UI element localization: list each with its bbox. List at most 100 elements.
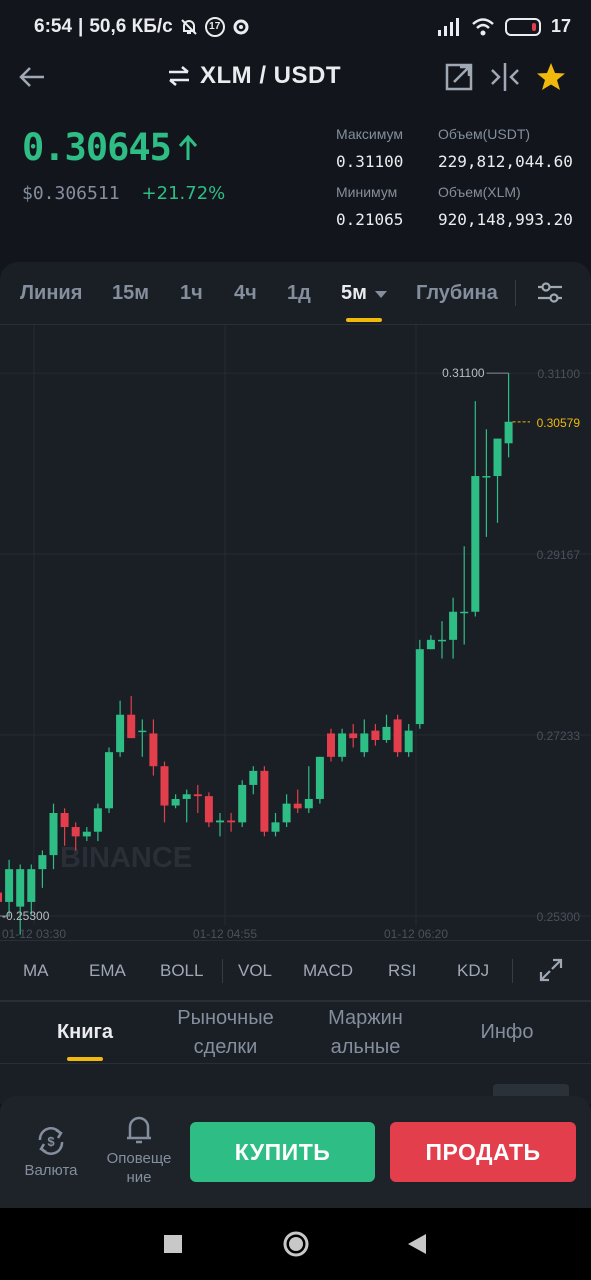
high-marker-label: 0.31100	[442, 366, 485, 380]
indicator-kdj[interactable]: KDJ	[457, 961, 490, 980]
candle-body-24	[260, 770, 269, 832]
stat-volume-quote: Объем(USDT) 229,812,044.60	[438, 126, 573, 171]
candle-body-4	[38, 855, 47, 870]
candle-body-32	[349, 733, 358, 739]
alerts-label-line2: ние	[126, 1169, 152, 1186]
y-tick-label-1: 0.29167	[537, 548, 581, 562]
share-icon[interactable]	[442, 60, 476, 94]
candle-body-16	[171, 798, 180, 806]
candle-body-37	[404, 730, 413, 753]
indicator-ema[interactable]: EMA	[89, 961, 126, 980]
wifi-icon	[472, 17, 494, 35]
tf-1h[interactable]: 1ч	[180, 282, 203, 304]
candle-body-0	[0, 892, 2, 902]
tab-margin-line1: Маржин	[328, 1007, 403, 1029]
back-triangle-icon[interactable]	[404, 1230, 428, 1258]
stat-volume-quote-value: 229,812,044.60	[438, 152, 573, 171]
chart-watermark: BINANCE	[60, 842, 192, 874]
candle-body-44	[482, 476, 491, 478]
system-nav-bar	[0, 1208, 591, 1280]
candle-body-1	[5, 869, 14, 902]
y-tick-label-0: 0.31100	[538, 367, 581, 381]
compare-icon[interactable]	[488, 60, 522, 94]
timeframe-bar: Линия 15м 1ч 4ч 1д 5м Глубина	[0, 262, 591, 324]
candle-body-17	[182, 794, 191, 799]
sell-button[interactable]: ПРОДАТЬ	[390, 1122, 576, 1182]
indicator-separator-2	[512, 959, 513, 983]
candle-body-35	[382, 726, 391, 740]
notification-count-icon: 17	[204, 17, 225, 37]
tf-depth[interactable]: Глубина	[416, 282, 498, 304]
indicator-boll[interactable]: BOLL	[160, 961, 204, 980]
candle-body-33	[360, 733, 369, 753]
tf-4h[interactable]: 4ч	[234, 282, 257, 304]
buy-button[interactable]: КУПИТЬ	[190, 1122, 375, 1182]
tf-5m-dropdown[interactable]: 5м	[341, 282, 388, 305]
tab-margin-line2: альные	[330, 1036, 401, 1058]
pair-name: XLM / USDT	[200, 62, 341, 89]
stat-high: Максимум 0.31100	[336, 126, 403, 171]
recents-square-icon[interactable]	[162, 1230, 184, 1258]
currency-exchange-icon: $	[38, 1127, 64, 1155]
candle-body-40	[438, 639, 446, 642]
tab-market-trades-line1: Рыночные	[177, 1007, 274, 1029]
battery-level: 17	[550, 16, 571, 36]
price-sub-row: $0.306511 +21.72%	[22, 183, 322, 204]
candle-body-23	[249, 770, 258, 785]
candle-body-38	[415, 649, 424, 725]
last-price-value: 0.30645	[22, 126, 172, 169]
tf-active-indicator	[346, 318, 382, 322]
candlestick-chart[interactable]: BINANCE 0.31100 0.29167 0.27233 0.25300 01-1…	[0, 325, 591, 941]
stat-volume-base: Объем(XLM) 920,148,993.20	[438, 184, 573, 229]
candle-body-46	[504, 421, 513, 444]
stat-volume-quote-label: Объем(USDT)	[438, 126, 531, 142]
currency-label: Валюта	[24, 1162, 78, 1179]
candle-body-27	[293, 803, 302, 809]
candle-body-31	[338, 733, 347, 757]
candle-body-7	[71, 827, 80, 837]
pair-selector[interactable]: XLM / USDT	[166, 62, 341, 90]
candle-body-19	[204, 796, 213, 823]
stat-high-label: Максимум	[336, 126, 403, 142]
price-change: +21.72%	[141, 183, 226, 204]
currency-button[interactable]: $ Валюта	[20, 1124, 82, 1179]
market-tabs: Книга Рыночные сделки Маржин альные Инфо	[0, 1000, 591, 1064]
tab-order-book[interactable]: Книга	[56, 1021, 114, 1043]
back-arrow-icon[interactable]	[16, 60, 50, 94]
tab-active-indicator	[67, 1057, 103, 1061]
indicator-rsi[interactable]: RSI	[388, 961, 417, 980]
favorite-star-icon[interactable]	[534, 60, 568, 94]
svg-text:$: $	[47, 1134, 55, 1149]
status-left: 6:54 | 50,6 КБ/с 17	[34, 16, 251, 38]
candle-body-6	[60, 813, 69, 828]
candle-body-43	[471, 476, 480, 612]
tab-margin[interactable]: Маржин альные	[318, 1004, 413, 1062]
stat-high-value: 0.31100	[336, 152, 404, 171]
candle-body-10	[105, 752, 113, 809]
indicator-vol[interactable]: VOL	[238, 961, 273, 980]
home-circle-icon[interactable]	[282, 1230, 310, 1258]
indicator-macd[interactable]: MACD	[303, 961, 354, 980]
tf-line[interactable]: Линия	[20, 282, 83, 304]
alerts-button[interactable]: Оповеще ние	[102, 1112, 176, 1186]
tf-15m[interactable]: 15м	[112, 282, 150, 304]
candle-body-9	[93, 808, 102, 832]
tab-market-trades[interactable]: Рыночные сделки	[168, 1004, 283, 1062]
price-summary: 0.30645 $0.306511 +21.72%	[22, 126, 322, 204]
chart-panel: Линия 15м 1ч 4ч 1д 5м Глубина BINANCE 0.…	[0, 262, 591, 1002]
settings-gear-icon	[233, 19, 249, 35]
dropdown-caret-icon	[375, 290, 388, 298]
mute-bell-icon	[181, 19, 197, 35]
status-right: 17	[437, 16, 571, 37]
indicator-ma[interactable]: MA	[23, 961, 49, 980]
fullscreen-expand-icon[interactable]	[538, 957, 564, 983]
chart-settings-icon[interactable]	[535, 278, 565, 308]
candle-body-5	[49, 813, 58, 856]
tab-info[interactable]: Инфо	[480, 1021, 534, 1043]
tf-1d[interactable]: 1д	[287, 282, 311, 304]
current-price-label: 0.30579	[537, 416, 581, 430]
status-bar: 6:54 | 50,6 КБ/с 17 17	[0, 0, 591, 56]
stat-volume-base-label: Объем(XLM)	[438, 184, 521, 200]
candle-body-45	[493, 438, 502, 477]
candle-body-2	[16, 869, 25, 907]
